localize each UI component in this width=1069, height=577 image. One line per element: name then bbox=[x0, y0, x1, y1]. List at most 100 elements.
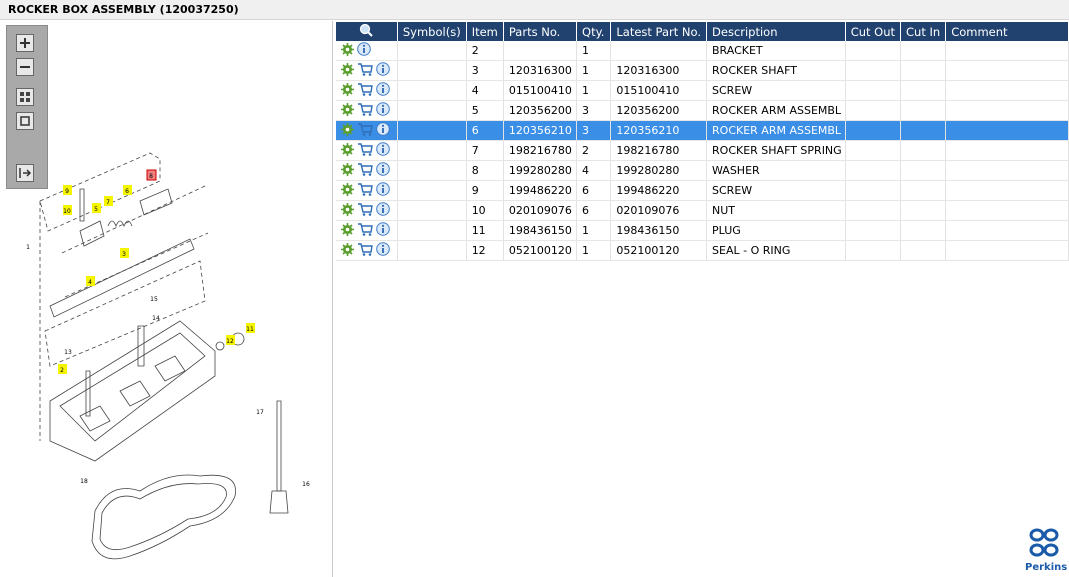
cart-icon[interactable] bbox=[357, 142, 373, 159]
zoom-in[interactable] bbox=[16, 34, 34, 52]
cart-icon[interactable] bbox=[357, 202, 373, 219]
callout-label: 5 bbox=[94, 206, 98, 213]
config-icon[interactable] bbox=[341, 222, 354, 239]
cell bbox=[845, 140, 902, 161]
config-icon[interactable] bbox=[341, 242, 354, 259]
cell bbox=[397, 140, 467, 161]
export[interactable] bbox=[16, 164, 34, 182]
cell: 9 bbox=[466, 180, 504, 201]
cell: 052100120 bbox=[610, 240, 708, 261]
parts-row[interactable]: 12 052100120 1 052100120 SEAL - O RING bbox=[336, 240, 1069, 261]
cell bbox=[845, 41, 902, 61]
cell bbox=[945, 41, 1069, 61]
cart-icon[interactable] bbox=[357, 82, 373, 99]
parts-row[interactable]: 8 199280280 4 199280280 WASHER bbox=[336, 160, 1069, 181]
cell: 1 bbox=[576, 41, 612, 61]
cell: 015100410 bbox=[610, 80, 708, 101]
cell: 6 bbox=[466, 120, 504, 141]
callout-label: 13 bbox=[64, 349, 72, 356]
callout-label: 8 bbox=[149, 173, 153, 180]
cell bbox=[900, 240, 947, 261]
callout-label: 14 bbox=[152, 315, 160, 322]
cell: 120356210 bbox=[610, 120, 708, 141]
cell: WASHER bbox=[706, 160, 846, 181]
info-icon[interactable] bbox=[376, 202, 390, 219]
config-icon[interactable] bbox=[341, 162, 354, 179]
info-icon[interactable] bbox=[376, 222, 390, 239]
callout-highlight bbox=[86, 276, 95, 286]
cart-icon[interactable] bbox=[357, 162, 373, 179]
cell bbox=[397, 180, 467, 201]
cell: 4 bbox=[466, 80, 504, 101]
config-icon[interactable] bbox=[341, 42, 354, 59]
info-icon[interactable] bbox=[376, 122, 390, 139]
cart-icon[interactable] bbox=[357, 102, 373, 119]
config-icon[interactable] bbox=[341, 82, 354, 99]
cell bbox=[503, 41, 578, 61]
config-icon[interactable] bbox=[341, 102, 354, 119]
row-actions bbox=[336, 180, 398, 201]
parts-row[interactable]: 2 1 BRACKET bbox=[336, 41, 1069, 61]
cart-icon[interactable] bbox=[357, 122, 373, 139]
cell: 120316300 bbox=[610, 60, 708, 81]
cell bbox=[397, 200, 467, 221]
info-icon[interactable] bbox=[357, 42, 371, 59]
cell: SEAL - O RING bbox=[706, 240, 846, 261]
parts-row[interactable]: 5 120356200 3 120356200 ROCKER ARM ASSEMBL bbox=[336, 100, 1069, 121]
cell bbox=[945, 60, 1069, 81]
perkins-logo: Perkins bbox=[1025, 527, 1067, 573]
config-icon[interactable] bbox=[341, 182, 354, 199]
cell: 6 bbox=[576, 180, 612, 201]
actual-size[interactable] bbox=[16, 112, 34, 130]
callout-highlight bbox=[226, 335, 235, 345]
cart-icon[interactable] bbox=[357, 182, 373, 199]
callout-label: 11 bbox=[246, 326, 254, 333]
search-header[interactable] bbox=[336, 22, 398, 41]
toolbar bbox=[6, 25, 48, 189]
parts-row[interactable]: 10 020109076 6 020109076 NUT bbox=[336, 200, 1069, 221]
cell bbox=[397, 100, 467, 121]
callout-label: 18 bbox=[80, 478, 88, 485]
config-icon[interactable] bbox=[341, 62, 354, 79]
cell: 020109076 bbox=[503, 200, 578, 221]
cell bbox=[900, 41, 947, 61]
cell bbox=[397, 160, 467, 181]
column-header: Comment bbox=[945, 22, 1069, 41]
cart-icon[interactable] bbox=[357, 222, 373, 239]
parts-row[interactable]: 6 120356210 3 120356210 ROCKER ARM ASSEMBL bbox=[336, 120, 1069, 141]
parts-panel: Symbol(s) Item Parts No. Qty. Latest Part No… bbox=[336, 21, 1069, 577]
info-icon[interactable] bbox=[376, 102, 390, 119]
info-icon[interactable] bbox=[376, 182, 390, 199]
parts-row[interactable]: 9 199486220 6 199486220 SCREW bbox=[336, 180, 1069, 201]
parts-row[interactable]: 3 120316300 1 120316300 ROCKER SHAFT bbox=[336, 60, 1069, 81]
title-bar: ROCKER BOX ASSEMBLY (120037250) bbox=[0, 0, 1069, 20]
callout-label: 9 bbox=[65, 188, 69, 195]
fit-view[interactable] bbox=[16, 88, 34, 106]
parts-row[interactable]: 11 198436150 1 198436150 PLUG bbox=[336, 220, 1069, 241]
row-actions bbox=[336, 240, 398, 261]
zoom-out[interactable] bbox=[16, 58, 34, 76]
info-icon[interactable] bbox=[376, 242, 390, 259]
info-icon[interactable] bbox=[376, 82, 390, 99]
config-icon[interactable] bbox=[341, 142, 354, 159]
parts-row[interactable]: 7 198216780 2 198216780 ROCKER SHAFT SPRING bbox=[336, 140, 1069, 161]
cell bbox=[900, 120, 947, 141]
info-icon[interactable] bbox=[376, 62, 390, 79]
config-icon[interactable] bbox=[341, 122, 354, 139]
cart-icon[interactable] bbox=[357, 242, 373, 259]
parts-row[interactable]: 4 015100410 1 015100410 SCREW bbox=[336, 80, 1069, 101]
cell: PLUG bbox=[706, 220, 846, 241]
cart-icon[interactable] bbox=[357, 62, 373, 79]
column-header: Cut In bbox=[900, 22, 947, 41]
info-icon[interactable] bbox=[376, 162, 390, 179]
config-icon[interactable] bbox=[341, 202, 354, 219]
cell: 6 bbox=[576, 200, 612, 221]
cell bbox=[900, 180, 947, 201]
cell: 8 bbox=[466, 160, 504, 181]
cell bbox=[945, 160, 1069, 181]
callout-label: 16 bbox=[302, 481, 310, 488]
cell: ROCKER SHAFT SPRING bbox=[706, 140, 846, 161]
cell bbox=[397, 41, 467, 61]
info-icon[interactable] bbox=[376, 142, 390, 159]
